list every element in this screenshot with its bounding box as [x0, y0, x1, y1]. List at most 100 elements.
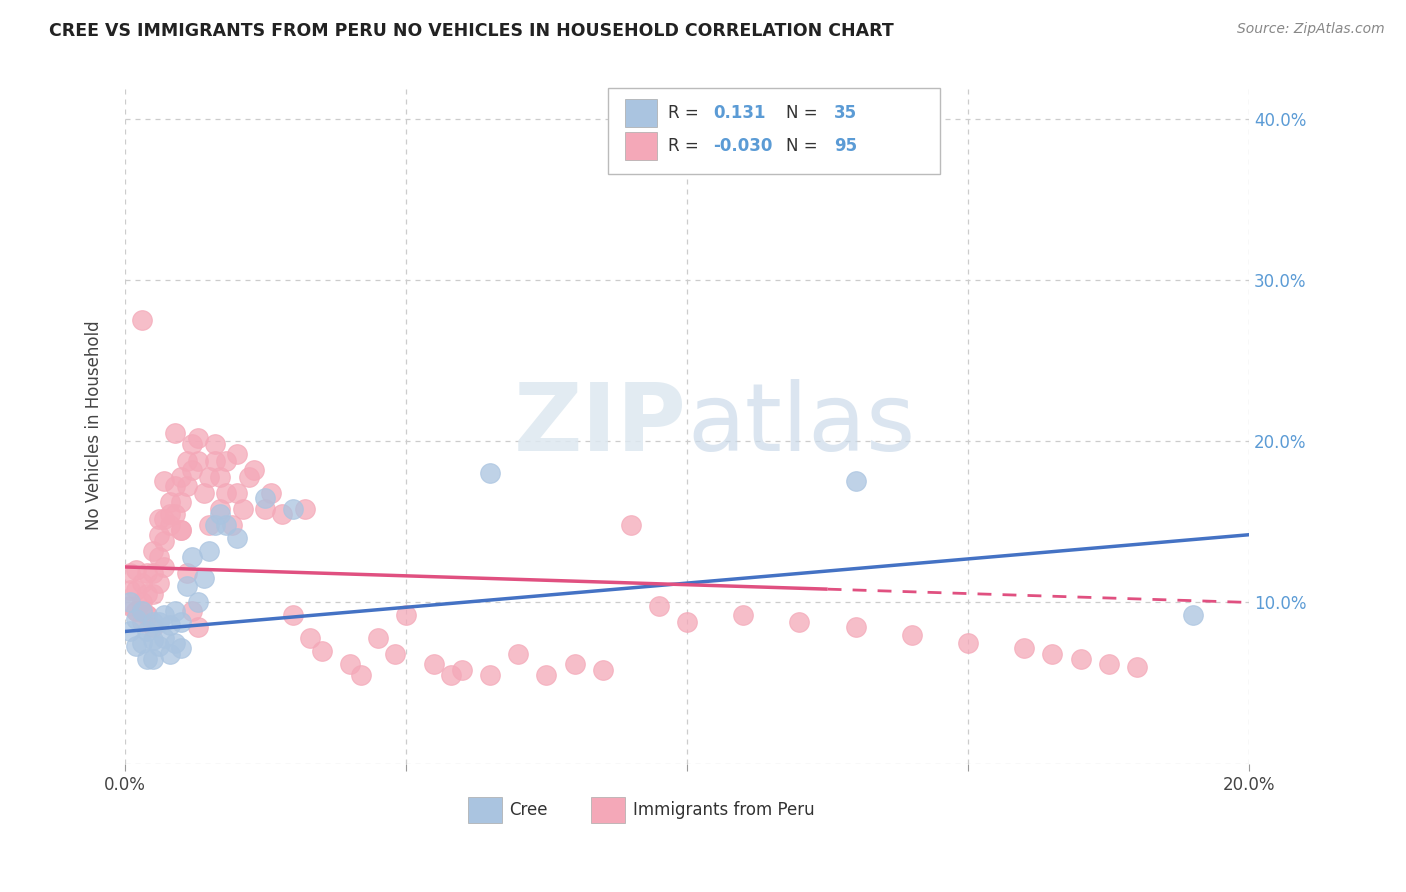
Point	[165, 636, 187, 650]
Point	[159, 618, 181, 632]
Point	[221, 518, 243, 533]
Point	[204, 518, 226, 533]
Point	[845, 620, 868, 634]
Point	[125, 563, 148, 577]
Point	[479, 668, 502, 682]
Point	[1182, 608, 1205, 623]
Point	[440, 668, 463, 682]
Text: CREE VS IMMIGRANTS FROM PERU NO VEHICLES IN HOUSEHOLD CORRELATION CHART: CREE VS IMMIGRANTS FROM PERU NO VEHICLES…	[49, 22, 894, 40]
Point	[260, 485, 283, 500]
FancyBboxPatch shape	[626, 132, 657, 161]
Point	[957, 636, 980, 650]
Point	[153, 560, 176, 574]
Point	[299, 631, 322, 645]
Point	[125, 582, 148, 597]
Point	[148, 615, 170, 629]
Point	[367, 631, 389, 645]
Point	[187, 431, 209, 445]
Text: 35: 35	[834, 103, 858, 122]
Point	[153, 475, 176, 489]
Point	[536, 668, 558, 682]
Text: N =: N =	[786, 103, 823, 122]
Point	[193, 571, 215, 585]
Point	[283, 608, 305, 623]
Text: Source: ZipAtlas.com: Source: ZipAtlas.com	[1237, 22, 1385, 37]
Point	[181, 437, 204, 451]
Point	[148, 527, 170, 541]
Point	[165, 507, 187, 521]
Point	[142, 566, 165, 581]
Point	[238, 469, 260, 483]
FancyBboxPatch shape	[609, 87, 941, 175]
Point	[1126, 660, 1149, 674]
Point	[198, 469, 221, 483]
Point	[165, 603, 187, 617]
Point	[187, 595, 209, 609]
Text: 0.131: 0.131	[713, 103, 765, 122]
Point	[131, 636, 153, 650]
Point	[384, 647, 406, 661]
Point	[423, 657, 446, 671]
Point	[648, 599, 671, 613]
Point	[120, 566, 142, 581]
Point	[215, 518, 238, 533]
Point	[181, 550, 204, 565]
Text: 95: 95	[834, 137, 858, 155]
Point	[733, 608, 755, 623]
Point	[564, 657, 586, 671]
Point	[136, 608, 159, 623]
Point	[1098, 657, 1121, 671]
Point	[131, 603, 153, 617]
Point	[176, 479, 198, 493]
Point	[153, 534, 176, 549]
Point	[136, 652, 159, 666]
Point	[845, 475, 868, 489]
Point	[131, 603, 153, 617]
Point	[136, 624, 159, 639]
Text: Immigrants from Peru: Immigrants from Peru	[633, 801, 814, 819]
Point	[170, 495, 193, 509]
Point	[120, 582, 142, 597]
Y-axis label: No Vehicles in Household: No Vehicles in Household	[86, 320, 103, 530]
Text: R =: R =	[668, 103, 704, 122]
Point	[148, 576, 170, 591]
Point	[170, 640, 193, 655]
Point	[142, 587, 165, 601]
Point	[136, 587, 159, 601]
Point	[136, 566, 159, 581]
Point	[131, 576, 153, 591]
Point	[243, 463, 266, 477]
Point	[148, 511, 170, 525]
Point	[170, 523, 193, 537]
Point	[198, 544, 221, 558]
Point	[125, 611, 148, 625]
Point	[125, 603, 148, 617]
Point	[226, 447, 249, 461]
Point	[125, 603, 148, 617]
Point	[142, 620, 165, 634]
Point	[165, 479, 187, 493]
Point	[1042, 647, 1064, 661]
Point	[142, 652, 165, 666]
Point	[226, 485, 249, 500]
Point	[1014, 640, 1036, 655]
Point	[120, 624, 142, 639]
Point	[204, 437, 226, 451]
Point	[395, 608, 418, 623]
Text: R =: R =	[668, 137, 704, 155]
Point	[176, 579, 198, 593]
Point	[479, 467, 502, 481]
Point	[170, 615, 193, 629]
Point	[620, 518, 643, 533]
Point	[148, 550, 170, 565]
Point	[294, 502, 316, 516]
Point	[153, 608, 176, 623]
Point	[170, 469, 193, 483]
FancyBboxPatch shape	[468, 797, 502, 822]
Point	[254, 502, 277, 516]
Point	[1070, 652, 1092, 666]
Point	[181, 603, 204, 617]
Point	[226, 531, 249, 545]
Point	[159, 507, 181, 521]
Point	[136, 608, 159, 623]
